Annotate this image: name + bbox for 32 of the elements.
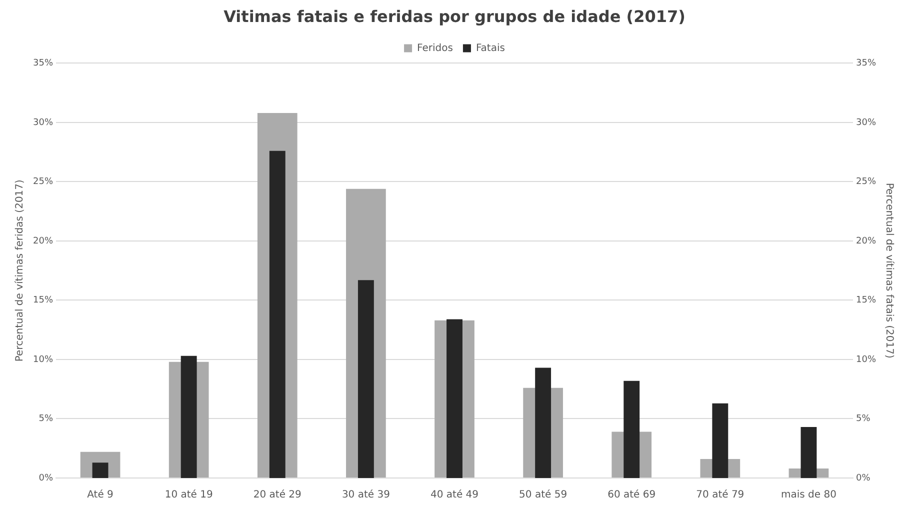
x-tick-label: mais de 80: [780, 490, 836, 501]
legend-label: Fatais: [476, 42, 505, 54]
legend-label: Feridos: [417, 42, 453, 54]
bar: [358, 280, 374, 478]
y-tick-label: 20%: [32, 236, 54, 246]
x-tick-label: 50 até 59: [519, 490, 568, 501]
y2-axis-title: Percentual de vítimas fatais (2017): [883, 182, 894, 358]
y-axis-title: Percentual de vítimas feridas (2017): [14, 179, 26, 362]
y-tick-label: 30%: [32, 118, 54, 128]
x-tick-label: 10 até 19: [164, 490, 213, 501]
x-tick-label: 30 até 39: [342, 490, 390, 501]
x-tick-label: 40 até 49: [430, 490, 479, 501]
chart-title: Vitimas fatais e feridas por grupos de idade (2017): [224, 6, 686, 26]
bar: [92, 462, 108, 478]
y2-tick-label: 35%: [856, 58, 876, 69]
x-tick-label: Até 9: [87, 490, 114, 501]
x-tick-label: 70 até 79: [696, 490, 744, 501]
x-tick-label: 20 até 29: [253, 490, 302, 501]
y2-tick-label: 30%: [856, 118, 876, 128]
y2-tick-label: 5%: [856, 414, 871, 424]
y2-tick-label: 15%: [856, 296, 876, 306]
y2-tick-label: 25%: [856, 177, 876, 188]
y-tick-label: 5%: [38, 414, 54, 424]
y2-tick-label: 0%: [856, 473, 871, 484]
y-tick-label: 0%: [38, 473, 54, 484]
y-tick-label: 25%: [32, 177, 54, 188]
y2-tick-label: 20%: [856, 236, 876, 246]
x-tick-label: 60 até 69: [608, 490, 656, 501]
y2-tick-label: 10%: [856, 354, 876, 365]
y-tick-label: 10%: [32, 354, 54, 365]
y-tick-label: 15%: [32, 296, 54, 306]
y-tick-label: 35%: [32, 58, 54, 69]
